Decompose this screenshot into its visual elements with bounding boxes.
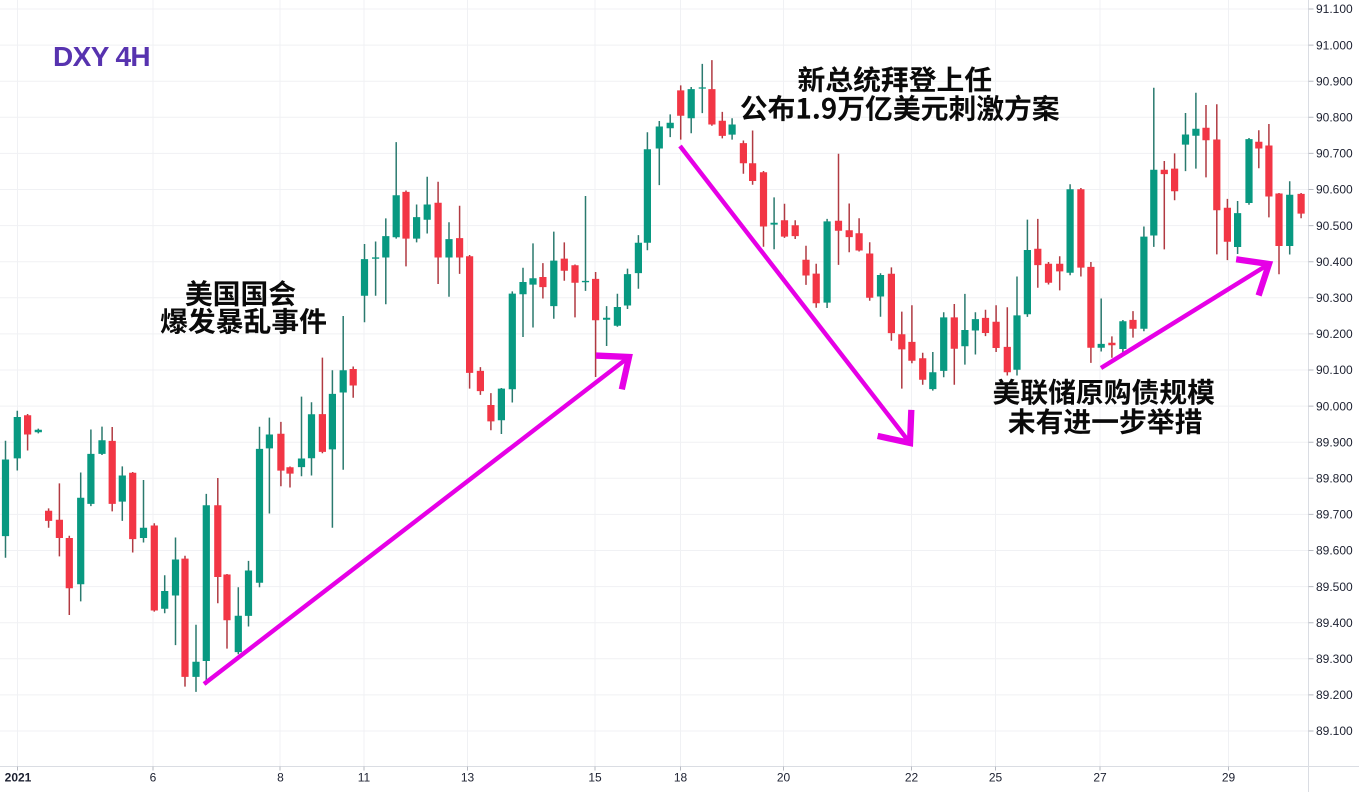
svg-text:89.400: 89.400	[1316, 616, 1353, 630]
svg-text:20: 20	[777, 771, 791, 785]
svg-text:6: 6	[150, 771, 157, 785]
svg-text:91.000: 91.000	[1316, 38, 1353, 52]
svg-text:89.500: 89.500	[1316, 580, 1353, 594]
svg-text:18: 18	[674, 771, 688, 785]
svg-text:90.100: 90.100	[1316, 363, 1353, 377]
svg-text:13: 13	[461, 771, 475, 785]
svg-text:90.600: 90.600	[1316, 183, 1353, 197]
svg-text:89.700: 89.700	[1316, 508, 1353, 522]
svg-text:90.900: 90.900	[1316, 74, 1353, 88]
svg-text:90.400: 90.400	[1316, 255, 1353, 269]
svg-text:DXY 4H: DXY 4H	[53, 41, 150, 72]
svg-text:89.600: 89.600	[1316, 544, 1353, 558]
svg-text:29: 29	[1222, 771, 1236, 785]
svg-text:22: 22	[905, 771, 919, 785]
svg-text:90.700: 90.700	[1316, 147, 1353, 161]
svg-text:90.000: 90.000	[1316, 399, 1353, 413]
svg-text:90.200: 90.200	[1316, 327, 1353, 341]
svg-text:89.900: 89.900	[1316, 435, 1353, 449]
svg-text:89.100: 89.100	[1316, 724, 1353, 738]
svg-text:89.300: 89.300	[1316, 652, 1353, 666]
svg-text:89.200: 89.200	[1316, 688, 1353, 702]
svg-text:15: 15	[588, 771, 602, 785]
svg-text:89.800: 89.800	[1316, 472, 1353, 486]
svg-text:90.800: 90.800	[1316, 111, 1353, 125]
svg-text:11: 11	[358, 771, 371, 785]
svg-text:90.500: 90.500	[1316, 219, 1353, 233]
svg-text:2021: 2021	[5, 771, 32, 785]
svg-text:25: 25	[989, 771, 1003, 785]
svg-text:8: 8	[277, 771, 284, 785]
svg-text:91.100: 91.100	[1316, 2, 1353, 16]
svg-text:27: 27	[1093, 771, 1107, 785]
svg-text:90.300: 90.300	[1316, 291, 1353, 305]
